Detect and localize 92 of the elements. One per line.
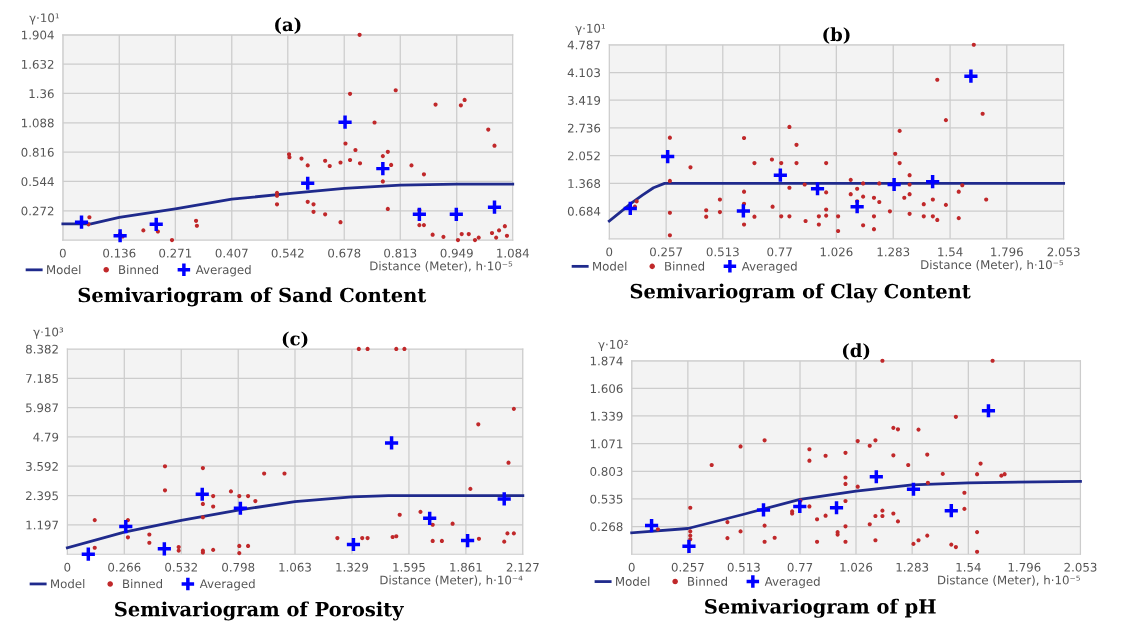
text: Semivariogram of pH	[705, 598, 936, 618]
legend-label: Binned	[119, 265, 159, 275]
legend-label: Model	[616, 576, 650, 586]
legend-label: Averaged	[764, 576, 820, 589]
y-tick-label: 0.272	[21, 206, 54, 216]
x-tick-label: 0.678	[328, 248, 361, 258]
x-tick-label: 0.77	[767, 247, 792, 257]
y-tick-label: 2.052	[567, 151, 600, 161]
legend-label: Model	[593, 261, 627, 271]
x-tick-label: 1.54	[956, 562, 981, 572]
x-tick-label: 1.283	[896, 562, 929, 572]
x-tick-label: 1.796	[1008, 562, 1041, 572]
x-tick-label: 2.127	[506, 562, 539, 572]
x-tick-label: 1.54	[938, 247, 963, 257]
x-tick-label: 1.063	[279, 562, 311, 572]
y-tick-label: 1.904	[22, 30, 54, 40]
y-tick-label: 1.071	[590, 439, 623, 449]
legend-label: Binned	[688, 576, 727, 586]
x-tick-label: 0.949	[440, 248, 473, 258]
x-tick-label: 0.266	[108, 562, 141, 572]
y-axis-title: γ·10²	[598, 339, 628, 352]
text: Semivariogram of Porosity	[115, 601, 404, 621]
text: Semivariogram of Sand Content	[78, 287, 427, 307]
x-axis-title: Distance (Meter), h·10⁻⁵	[370, 261, 513, 272]
y-tick-label: 4.103	[567, 68, 600, 78]
y-tick-label: 0.268	[590, 522, 623, 532]
y-tick-label: 7.185	[26, 373, 58, 383]
x-tick-label: 0.257	[671, 562, 704, 572]
y-tick-label: 2.395	[26, 491, 58, 501]
y-tick-label: 0.803	[590, 467, 623, 476]
x-tick-label: 0.136	[103, 248, 136, 258]
x-tick-label: 0.271	[159, 248, 192, 258]
x-tick-label: 0	[606, 247, 613, 257]
chart-title: (d)	[842, 343, 870, 360]
y-tick-label: 1.088	[22, 118, 54, 128]
x-tick-label: 1.026	[840, 562, 873, 572]
y-tick-label: 0.816	[21, 147, 54, 157]
x-axis-title: Distance (Meter), h·10⁻⁵	[921, 260, 1064, 271]
x-tick-label: 0.77	[787, 562, 813, 572]
y-axis-title: γ·10¹	[575, 23, 606, 36]
x-tick-label: 1.595	[393, 562, 425, 572]
x-tick-label: 1.329	[336, 562, 369, 572]
x-tick-label: 0.407	[215, 248, 248, 258]
x-tick-label: 0.798	[222, 562, 255, 572]
x-tick-label: 1.796	[991, 247, 1023, 257]
x-tick-label: 1.283	[877, 247, 910, 257]
y-tick-label: 0.684	[567, 206, 601, 216]
y-tick-label: 1.368	[568, 179, 601, 189]
x-tick-label: 2.053	[1064, 562, 1097, 572]
x-tick-label: 1.861	[450, 562, 482, 572]
y-tick-label: 3.592	[26, 461, 58, 471]
text: Semivariogram of Clay Content	[630, 283, 971, 303]
x-tick-label: 0	[628, 562, 635, 572]
x-tick-label: 1.084	[497, 248, 529, 258]
legend-label: Averaged	[741, 261, 797, 273]
y-tick-label: 0.544	[21, 177, 54, 187]
y-tick-label: 4.787	[567, 40, 600, 50]
y-tick-label: 4.79	[33, 432, 59, 442]
y-tick-label: 0.535	[590, 494, 623, 504]
x-tick-label: 0.513	[706, 247, 739, 257]
legend-label: Model	[47, 265, 81, 275]
x-tick-label: 0.813	[384, 248, 417, 258]
x-tick-label: 0.542	[271, 248, 304, 258]
y-tick-label: 2.736	[567, 123, 601, 133]
x-tick-label: 0	[59, 248, 66, 258]
legend-label: Averaged	[195, 265, 251, 277]
y-tick-label: 1.197	[26, 520, 58, 530]
y-axis-title: γ·10¹	[29, 13, 59, 25]
x-tick-label: 1.026	[820, 247, 853, 257]
x-axis-title: Distance (Meter), h·10⁻⁴	[380, 575, 523, 586]
legend-label: Model	[51, 579, 85, 589]
y-tick-label: 1.36	[29, 89, 54, 99]
chart-title: (b)	[823, 27, 850, 44]
y-tick-label: 1.874	[590, 356, 623, 366]
y-tick-label: 1.632	[22, 59, 54, 69]
x-tick-label: 0	[64, 562, 71, 572]
chart-title: (a)	[275, 17, 301, 34]
legend-label: Binned	[665, 261, 705, 271]
chart-title: (c)	[282, 331, 308, 348]
y-axis-title: γ·10³	[33, 327, 64, 339]
y-tick-label: 1.339	[590, 411, 623, 421]
y-tick-label: 5.987	[26, 403, 58, 413]
x-tick-label: 0.532	[165, 562, 197, 572]
legend-label: Averaged	[199, 579, 255, 591]
y-tick-label: 1.606	[590, 384, 623, 394]
y-tick-label: 8.382	[25, 344, 58, 354]
x-tick-label: 2.053	[1047, 247, 1080, 257]
x-axis-title: Distance (Meter), h·10⁻⁵	[938, 575, 1080, 586]
legend-label: Binned	[123, 579, 163, 589]
y-tick-label: 3.419	[568, 95, 601, 105]
x-tick-label: 0.257	[650, 247, 683, 257]
x-tick-label: 0.513	[727, 562, 760, 572]
